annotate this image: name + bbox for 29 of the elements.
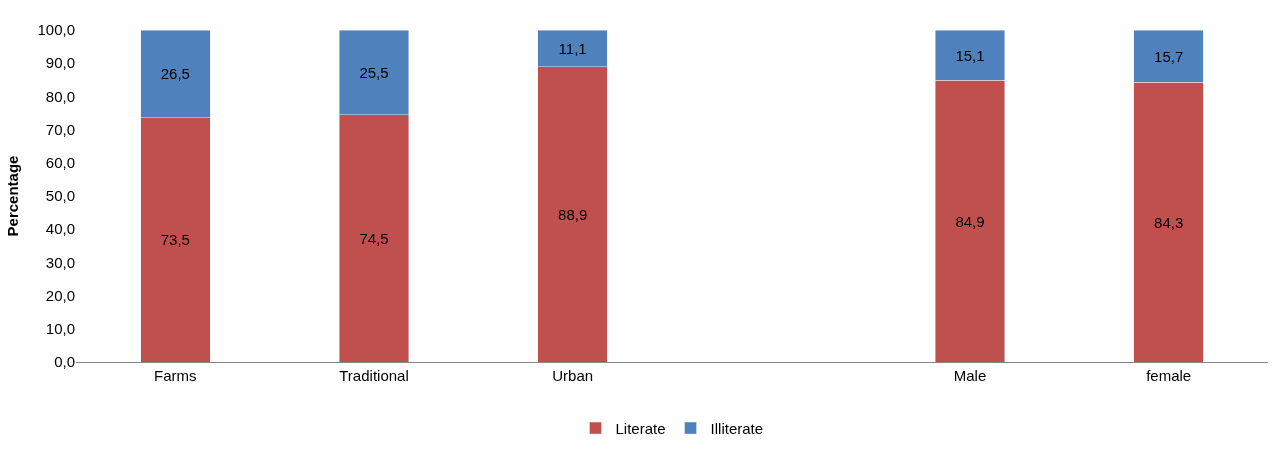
y-tick-label: 20,0 <box>45 286 75 304</box>
legend-label: Literate <box>615 419 666 437</box>
y-tick-label: 50,0 <box>45 187 75 205</box>
y-tick-label: 100,0 <box>37 21 75 39</box>
y-tick-label: 10,0 <box>45 320 75 338</box>
data-label: 26,5 <box>160 65 190 83</box>
data-label: 88,9 <box>558 205 588 223</box>
data-label: 73,5 <box>160 231 190 249</box>
data-label: 74,5 <box>359 229 389 247</box>
y-tick-label: 40,0 <box>45 220 75 238</box>
x-tick-label: female <box>1146 367 1192 384</box>
x-tick-label: Male <box>953 367 987 384</box>
x-tick-label: Farms <box>154 367 197 384</box>
data-label: 15,7 <box>1154 47 1184 65</box>
y-tick-label: 90,0 <box>45 54 75 72</box>
y-tick-label: 30,0 <box>45 253 75 271</box>
data-label: 15,1 <box>955 46 985 64</box>
y-tick-label: 80,0 <box>45 87 75 105</box>
y-tick-label: 0,0 <box>54 353 75 371</box>
data-label: 84,3 <box>1154 213 1184 231</box>
y-tick-label: 70,0 <box>45 120 75 138</box>
data-label: 11,1 <box>558 39 587 57</box>
data-label: 25,5 <box>359 63 389 81</box>
x-tick-label: Traditional <box>339 367 409 384</box>
y-axis-title: Percentage <box>3 155 21 237</box>
legend-label: Illiterate <box>710 419 764 437</box>
data-label: 84,9 <box>955 212 985 230</box>
y-tick-label: 60,0 <box>45 154 75 172</box>
x-tick-label: Urban <box>552 367 594 384</box>
